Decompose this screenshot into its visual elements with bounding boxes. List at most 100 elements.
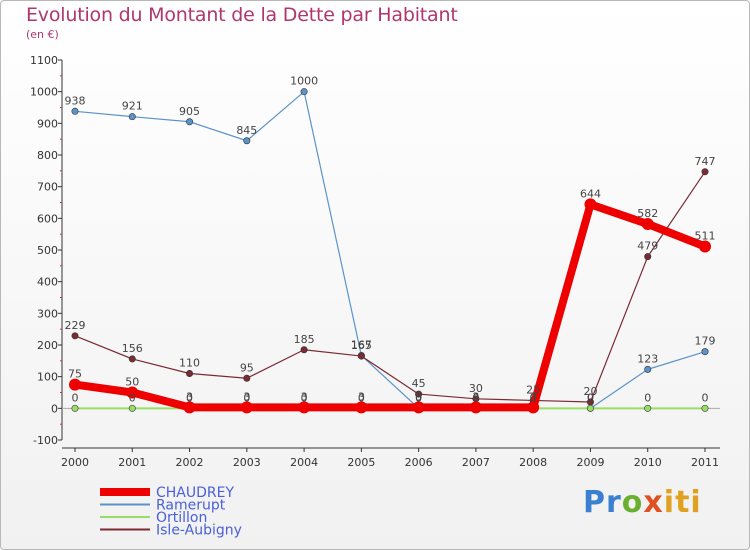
y-tick-label: -100: [33, 434, 58, 447]
data-point-isle-aubigny: [357, 352, 365, 360]
y-tick-label: 900: [37, 117, 58, 130]
data-point-ramerupt: [71, 107, 79, 115]
data-point-isle-aubigny: [415, 390, 423, 398]
y-tick-label: 200: [37, 339, 58, 352]
data-label-chaudrey: 644: [580, 187, 601, 200]
data-labels: 75 50 3 3 3 3 3 3 3 644 582 511 938 921 905 845 1000 167 0…: [65, 75, 716, 405]
data-point-chaudrey: [355, 401, 368, 414]
data-point-ramerupt: [128, 113, 136, 121]
x-tick-label: 2001: [118, 456, 146, 469]
data-point-isle-aubigny: [243, 374, 251, 382]
y-tick-label: 500: [37, 244, 58, 257]
data-label-isle-aubigny: 30: [469, 382, 483, 395]
data-point-ramerupt: [701, 348, 709, 356]
x-tick-label: 2011: [691, 456, 719, 469]
x-tick-label: 2000: [61, 456, 89, 469]
series-lines: [69, 88, 711, 414]
data-point-isle-aubigny: [128, 355, 136, 363]
legend-label-chaudrey: CHAUDREY: [156, 485, 234, 501]
data-label-chaudrey: 3: [301, 390, 308, 403]
data-label-ortillon: 0: [587, 391, 594, 404]
data-label-ortillon: 0: [702, 391, 709, 404]
y-tick-label: 1000: [30, 86, 58, 99]
data-label-ortillon: 0: [72, 391, 79, 404]
legend-label-ortillon: Ortillon: [156, 510, 207, 526]
data-label-isle-aubigny: 185: [294, 333, 315, 346]
data-label-chaudrey: 3: [186, 390, 193, 403]
data-label-chaudrey: 582: [637, 207, 658, 220]
data-point-ramerupt: [186, 118, 194, 126]
data-point-isle-aubigny: [300, 346, 308, 354]
y-tick-label: 800: [37, 149, 58, 162]
data-point-isle-aubigny: [644, 253, 652, 261]
y-tick-label: 0: [51, 402, 58, 415]
x-tick-label: 2010: [634, 456, 662, 469]
data-label-ramerupt: 1000: [290, 75, 318, 88]
data-point-chaudrey: [469, 401, 482, 414]
y-tick-label: 100: [37, 371, 58, 384]
data-point-chaudrey: [641, 218, 654, 231]
data-label-chaudrey: 3: [415, 390, 422, 403]
data-point-chaudrey: [298, 401, 311, 414]
x-tick-label: 2002: [176, 456, 204, 469]
data-point-ortillon: [71, 404, 79, 412]
data-label-chaudrey: 3: [358, 390, 365, 403]
data-label-ortillon: 0: [472, 391, 479, 404]
x-tick-label: 2004: [290, 456, 318, 469]
data-label-chaudrey: 3: [243, 390, 250, 403]
data-label-ortillon: 0: [530, 391, 537, 404]
data-point-ortillon: [128, 404, 136, 412]
data-label-ramerupt: 0: [472, 391, 479, 404]
y-tick-label: 700: [37, 181, 58, 194]
data-label-ortillon: 0: [301, 391, 308, 404]
y-tick-label: 400: [37, 276, 58, 289]
data-label-chaudrey: 50: [125, 376, 139, 389]
x-tick-label: 2009: [576, 456, 604, 469]
y-tick-label: 1100: [30, 54, 58, 67]
y-tick-label: 300: [37, 307, 58, 320]
data-label-ramerupt: 179: [695, 335, 716, 348]
data-label-isle-aubigny: 25: [526, 383, 540, 396]
data-label-ortillon: 0: [358, 391, 365, 404]
x-tick-label: 2007: [462, 456, 490, 469]
series-line-isle-aubigny: [74, 171, 706, 403]
data-point-ramerupt: [644, 365, 652, 373]
data-label-isle-aubigny: 165: [351, 339, 372, 352]
data-point-ramerupt: [300, 88, 308, 96]
data-label-ramerupt: 0: [587, 391, 594, 404]
data-label-isle-aubigny: 156: [122, 342, 143, 355]
data-point-chaudrey: [584, 198, 597, 211]
data-label-isle-aubigny: 45: [412, 377, 426, 390]
data-point-chaudrey: [126, 386, 139, 399]
data-point-isle-aubigny: [701, 168, 709, 176]
data-label-ramerupt: 123: [637, 352, 658, 365]
legend-label-ramerupt: Ramerupt: [156, 498, 226, 514]
x-tick-label: 2006: [405, 456, 433, 469]
data-point-ortillon: [644, 404, 652, 412]
series-line-ramerupt: [74, 91, 706, 409]
data-label-ramerupt: 0: [415, 391, 422, 404]
data-label-ortillon: 0: [243, 391, 250, 404]
data-point-chaudrey: [527, 401, 540, 414]
data-label-ramerupt: 905: [179, 105, 200, 118]
data-point-chaudrey: [412, 401, 425, 414]
proxiti-logo: Proxiti: [583, 485, 702, 520]
chart-title: Evolution du Montant de la Dette par Hab…: [26, 4, 458, 26]
data-label-chaudrey: 511: [695, 230, 716, 243]
data-label-chaudrey: 75: [68, 368, 82, 381]
data-point-ortillon: [586, 404, 594, 412]
data-point-ortillon: [701, 404, 709, 412]
data-label-ortillon: 0: [644, 391, 651, 404]
axes: -100010020030040050060070080090010001100…: [30, 54, 720, 469]
data-point-isle-aubigny: [71, 332, 79, 340]
data-label-ortillon: 0: [129, 391, 136, 404]
data-point-chaudrey: [699, 240, 711, 253]
data-label-ortillon: 0: [186, 391, 193, 404]
series-line-chaudrey: [74, 200, 707, 412]
data-point-chaudrey: [69, 378, 81, 391]
data-label-ramerupt: 167: [351, 338, 372, 351]
data-label-ramerupt: 845: [236, 124, 257, 137]
